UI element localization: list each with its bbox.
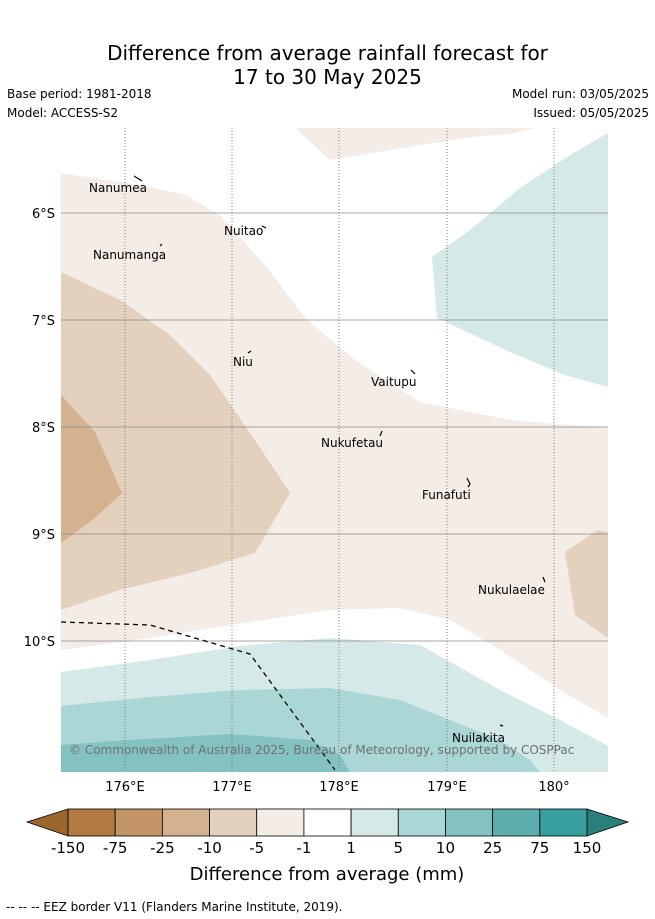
island-nanumea xyxy=(133,175,143,182)
legend-low-extend xyxy=(25,808,69,837)
place-label-nukulaelae: Nukulaelae xyxy=(478,583,545,597)
legend-tick-label: 10 xyxy=(436,839,455,857)
contour-plus10-band xyxy=(61,734,350,772)
place-label-nuilakita: Nuilakita xyxy=(452,731,505,745)
legend-swatch xyxy=(350,808,399,837)
legend-title: Difference from average (mm) xyxy=(190,864,465,885)
contour-plus1-upper xyxy=(432,133,608,387)
lon-label-176e: 176°E xyxy=(105,780,145,795)
legend-tick-label: 25 xyxy=(483,839,502,857)
legend-tick-label: -5 xyxy=(249,839,264,857)
island-vaitupu xyxy=(410,369,416,375)
place-label-vaitupu: Vaitupu xyxy=(371,375,417,389)
contour-minus10-patch xyxy=(61,395,122,543)
contour-top-patch xyxy=(295,128,535,160)
island-niu xyxy=(247,350,252,354)
island-nuitao xyxy=(261,225,267,229)
legend-swatch xyxy=(492,808,541,837)
model-label: Model: ACCESS-S2 xyxy=(7,106,119,120)
model-run-label: Model run: 03/05/2025 xyxy=(511,87,649,101)
legend-tick-label: -150 xyxy=(51,839,85,857)
map-title-line1: Difference from average rainfall forecas… xyxy=(107,41,548,65)
lat-label-8s: 8°S xyxy=(32,421,55,436)
map-title-line2: 17 to 30 May 2025 xyxy=(233,65,422,89)
legend-swatch xyxy=(67,808,116,837)
contour-minus1-band xyxy=(61,173,608,718)
legend-swatch xyxy=(303,808,352,837)
lon-label-178e: 178°E xyxy=(319,780,359,795)
contour-minus5-band xyxy=(61,272,290,610)
issued-label: Issued: 05/05/2025 xyxy=(533,106,649,120)
legend-swatch xyxy=(397,808,446,837)
island-funafuti xyxy=(466,477,471,488)
legend-tick-label: -75 xyxy=(103,839,128,857)
legend-tick-label: 150 xyxy=(573,839,602,857)
color-legend: -150 -75 -25 -10 -5 -1 1 5 10 25 75 150 xyxy=(25,808,630,857)
legend-tick-label: -25 xyxy=(150,839,175,857)
legend-swatch xyxy=(114,808,163,837)
legend-tick-label: 5 xyxy=(393,839,403,857)
island-nanumanga xyxy=(159,243,163,247)
contour-fill-layer: Nanumea Nuitao Nanumanga Niu Vaitupu Nuk… xyxy=(61,128,608,772)
island-nuilakita xyxy=(499,724,504,727)
legend-swatch xyxy=(256,808,305,837)
legend-high-extend xyxy=(586,808,630,837)
legend-tick-label: -10 xyxy=(197,839,222,857)
legend-tick-label: -1 xyxy=(296,839,311,857)
lat-label-6s: 6°S xyxy=(32,207,55,222)
legend-swatch xyxy=(209,808,258,837)
base-period-label: Base period: 1981-2018 xyxy=(7,87,152,101)
place-label-niu: Niu xyxy=(233,355,253,369)
legend-swatch xyxy=(445,808,494,837)
eez-border xyxy=(61,621,336,771)
lat-label-10s: 10°S xyxy=(24,635,55,650)
place-label-nanumanga: Nanumanga xyxy=(93,248,166,262)
grid-meridians xyxy=(124,128,555,772)
island-nukulaelae xyxy=(542,576,546,583)
lon-label-179e: 179°E xyxy=(427,780,467,795)
place-label-nanumea: Nanumea xyxy=(89,181,147,195)
lon-label-180: 180° xyxy=(538,780,569,795)
legend-swatch xyxy=(161,808,210,837)
grid-lines xyxy=(61,212,608,642)
lon-label-177e: 177°E xyxy=(212,780,252,795)
legend-tick-label: 1 xyxy=(346,839,356,857)
legend-swatch xyxy=(539,808,588,837)
legend-tick-label: 75 xyxy=(530,839,549,857)
contour-right-patch xyxy=(565,530,608,638)
island-nukufetau xyxy=(379,430,383,437)
lat-label-9s: 9°S xyxy=(32,528,55,543)
eez-border-note: -- -- -- EEZ border V11 (Flanders Marine… xyxy=(6,900,343,914)
place-label-nuitao: Nuitao xyxy=(224,224,263,238)
copyright-text: © Commonwealth of Australia 2025, Bureau… xyxy=(69,743,574,757)
island-marks xyxy=(133,175,546,727)
place-label-funafuti: Funafuti xyxy=(422,488,471,502)
place-label-nukufetau: Nukufetau xyxy=(321,436,383,450)
lat-label-7s: 7°S xyxy=(32,314,55,329)
